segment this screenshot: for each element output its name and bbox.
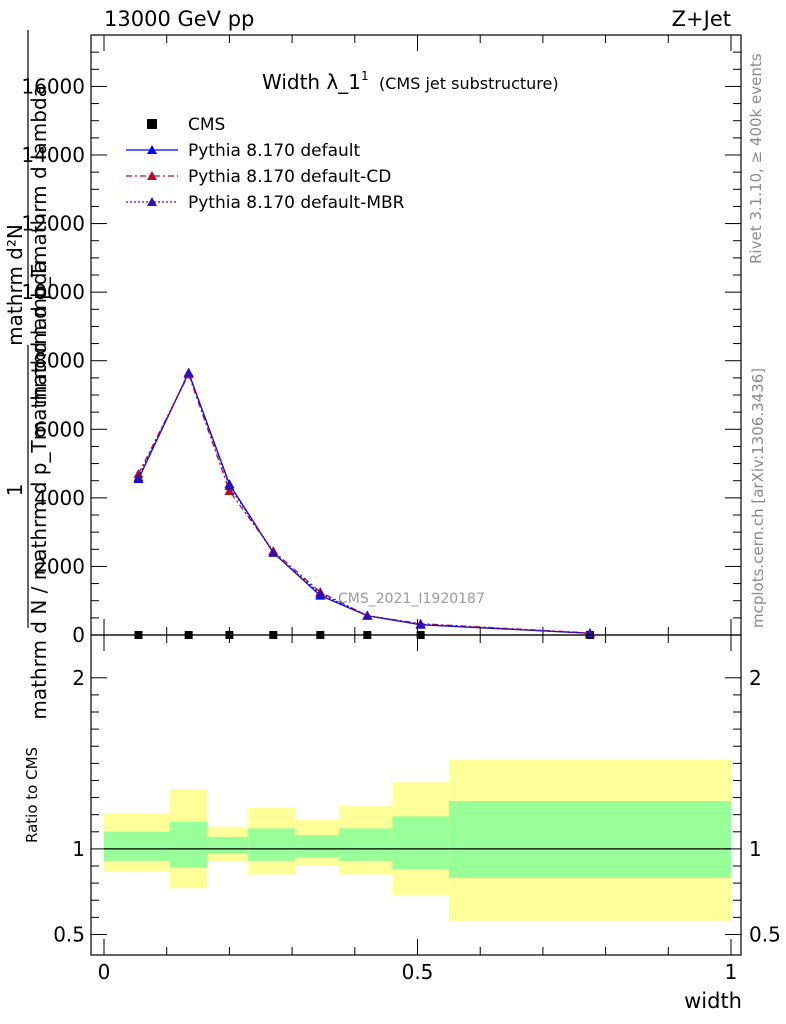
x-tick-label: 1: [725, 960, 738, 984]
ratio-band-inner: [248, 828, 296, 861]
x-tick-label: 0: [98, 960, 111, 984]
process-label: Z+Jet: [672, 7, 731, 31]
series-line: [137, 371, 590, 634]
main-y-axis-ticks: 0 2000 4000 6000 8000 10000 12000 14000 16000: [21, 35, 741, 647]
ratio-band-inner: [392, 816, 449, 870]
plot-watermark: CMS_2021_I1920187: [338, 591, 485, 607]
legend-marker: [147, 171, 157, 180]
data-point: [133, 472, 144, 482]
legend-marker: [147, 119, 157, 129]
legend-item: Pythia 8.170 default-MBR: [126, 193, 405, 213]
plot-title-main: Width λ_11: [262, 69, 369, 94]
y-label-fraction-1: 1: [3, 484, 27, 497]
ratio-axis-ticks: 0.5 0.5 1 1 2 2 0 0.5 1: [53, 635, 781, 984]
data-point: [224, 486, 235, 495]
y-tick-label: 12000: [21, 212, 85, 236]
y-label-denominator: mathrm d N / mathrm d p_Tmathrm d lambda: [27, 260, 51, 719]
ratio-band-inner: [448, 800, 731, 878]
y-tick-label: 6000: [34, 417, 85, 441]
y-tick-label: 4000: [34, 486, 85, 510]
legend-marker: [147, 145, 157, 154]
plot-title-sup: 1: [361, 69, 369, 83]
plot-subtitle: (CMS jet substructure): [379, 74, 559, 93]
ratio-band-inner: [104, 831, 170, 861]
ratio-y-tick-label-right: 0.5: [749, 922, 781, 946]
ratio-y-label: Ratio to CMS: [23, 747, 41, 843]
y-tick-label: 14000: [21, 143, 85, 167]
legend: CMS Pythia 8.170 default Pythia 8.170 defa…: [126, 115, 405, 213]
series-line: [137, 372, 590, 634]
ratio-plot-frame: [90, 634, 742, 956]
x-tick-label: 0.5: [402, 960, 434, 984]
legend-label: Pythia 8.170 default-MBR: [188, 193, 405, 213]
mcplots-label: mcplots.cern.ch [arXiv:1306.3436]: [749, 368, 767, 628]
y-tick-label: 16000: [21, 74, 85, 98]
series-pythia-8-170-default-mbr: [133, 367, 595, 638]
data-point: [224, 480, 235, 490]
ratio-plot: 0.5 0.5 1 1 2 2 0 0.5 1: [53, 634, 781, 984]
legend-item: CMS: [147, 115, 225, 135]
legend-marker: [147, 197, 157, 206]
ratio-y-tick-label: 1: [72, 837, 85, 861]
data-point: [315, 588, 326, 598]
legend-item: Pythia 8.170 default: [126, 141, 361, 161]
y-tick-label: 8000: [34, 349, 85, 373]
legend-label: Pythia 8.170 default: [188, 141, 361, 161]
legend-label: CMS: [188, 115, 225, 135]
plot-title-text: Width λ_1: [262, 70, 361, 94]
x-axis-label: width: [684, 989, 742, 1013]
ratio-band-inner: [207, 836, 249, 855]
y-tick-label: 10000: [21, 280, 85, 304]
data-point: [362, 610, 373, 620]
rivet-version-label: Rivet 3.1.10, ≥ 400k events: [747, 53, 765, 264]
data-point: [183, 367, 194, 377]
legend-item: Pythia 8.170 default-CD: [126, 167, 391, 187]
y-tick-label: 0: [72, 623, 85, 647]
y-label-numerator: mathrm d²N: [3, 224, 27, 346]
y-tick-label: 2000: [34, 554, 85, 578]
data-point: [415, 619, 426, 629]
ratio-band-inner: [295, 835, 340, 858]
data-point: [268, 547, 279, 557]
ratio-y-tick-label-right: 2: [749, 666, 762, 690]
ratio-band-inner: [169, 821, 208, 868]
plot-title: Width λ_11 (CMS jet substructure): [262, 69, 559, 94]
energy-label: 13000 GeV pp: [104, 7, 254, 31]
main-plot: 0 2000 4000 6000 8000 10000 12000 14000 16000 CM…: [21, 34, 742, 647]
ratio-bands: [104, 759, 731, 921]
ratio-band-inner: [339, 828, 393, 861]
ratio-y-tick-label: 2: [72, 666, 85, 690]
main-y-axis-label: mathrm d²N mathrm d p_Tmathrm d lambda 1…: [3, 30, 51, 720]
ratio-y-tick-label-right: 1: [749, 837, 762, 861]
y-label-numerator-2: mathrm d p_Tmathrm d lambda: [27, 85, 51, 405]
main-plot-series: [133, 367, 595, 639]
legend-label: Pythia 8.170 default-CD: [188, 167, 391, 187]
ratio-y-tick-label: 0.5: [53, 922, 85, 946]
